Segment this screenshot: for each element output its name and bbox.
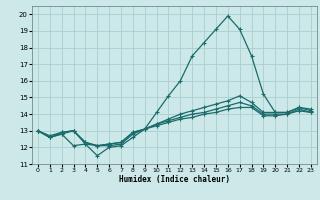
X-axis label: Humidex (Indice chaleur): Humidex (Indice chaleur)	[119, 175, 230, 184]
